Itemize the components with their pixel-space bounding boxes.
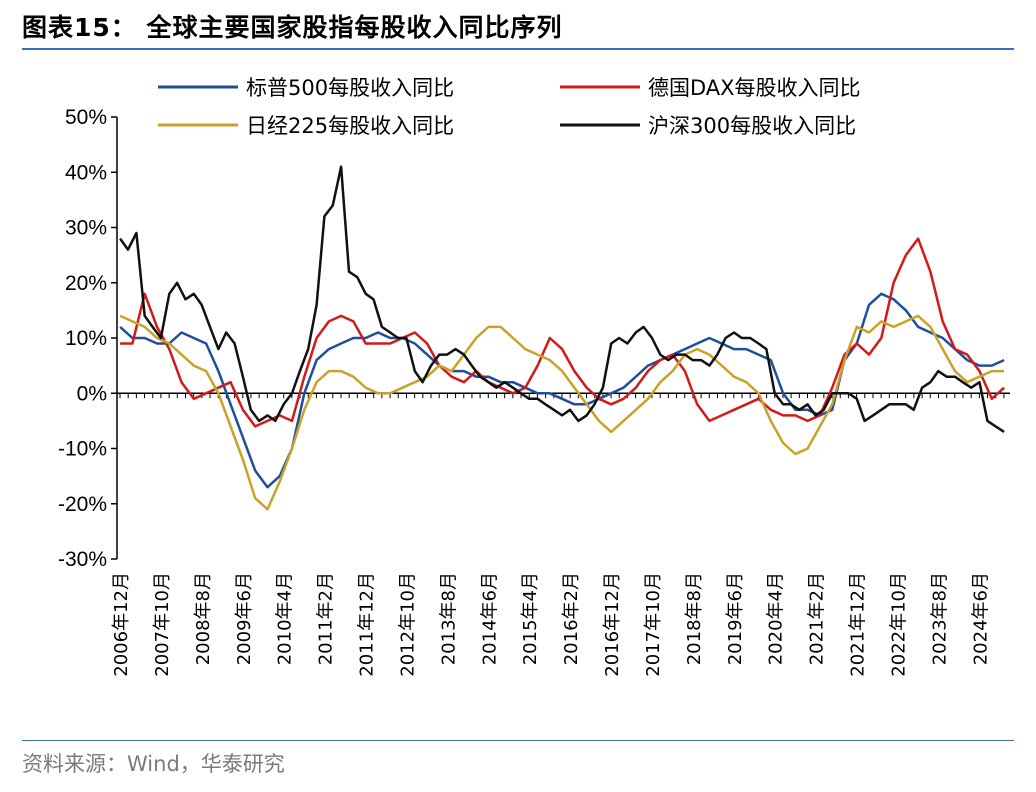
legend-label: 沪深300每股收入同比: [648, 114, 856, 138]
x-tick-label: 2011年2月: [316, 572, 337, 665]
y-tick-label: 40%: [65, 161, 107, 184]
x-tick-label: 2016年2月: [561, 572, 582, 665]
title-rule: [22, 48, 1014, 50]
x-tick-label: 2024年6月: [970, 572, 991, 665]
x-tick-label: 2006年12月: [111, 572, 132, 677]
y-tick-label: 30%: [65, 217, 107, 240]
chart-series-lines: [119, 165, 1005, 511]
y-tick-label: 50%: [65, 106, 107, 129]
x-tick-label: 2009年6月: [234, 572, 255, 665]
legend-label: 德国DAX每股收入同比: [648, 76, 861, 100]
x-tick-label: 2013年8月: [438, 572, 459, 665]
legend-label: 标普500每股收入同比: [246, 76, 454, 100]
series-line-4: [119, 165, 1005, 433]
x-tick-label: 2014年6月: [479, 572, 500, 665]
series-line-2: [120, 237, 1005, 428]
x-tick-label: 2015年4月: [520, 572, 541, 665]
y-tick-label: 10%: [65, 327, 107, 350]
x-tick-label: 2021年2月: [807, 572, 828, 665]
y-tick-label: 0%: [77, 382, 107, 405]
x-tick-label: 2019年6月: [725, 572, 746, 665]
x-tick-label: 2007年10月: [152, 572, 173, 677]
x-tick-label: 2011年12月: [357, 572, 378, 677]
series-line-3: [119, 314, 1005, 511]
x-tick-label: 2008年8月: [193, 572, 214, 665]
chart-title: 图表15： 全球主要国家股指每股收入同比序列: [22, 13, 563, 42]
x-tick-label: 2020年4月: [766, 572, 787, 665]
x-tick-label: 2010年4月: [275, 572, 296, 665]
legend-label: 日经225每股收入同比: [246, 114, 454, 138]
y-tick-label: -30%: [58, 548, 107, 571]
chart-axes: 50% 40% 30% 20% 10% 0% -10% -20% -30%2006年12月 200…: [58, 106, 1010, 677]
y-tick-label: -20%: [58, 493, 107, 516]
x-tick-label: 2023年8月: [929, 572, 950, 665]
x-tick-label: 2018年8月: [684, 572, 705, 665]
y-tick-label: -10%: [58, 438, 107, 461]
x-tick-label: 2022年10月: [889, 572, 910, 677]
x-tick-label: 2016年12月: [602, 572, 623, 677]
x-tick-label: 2017年10月: [643, 572, 664, 677]
source-note: 资料来源：Wind，华泰研究: [22, 752, 285, 776]
series-line-1: [119, 292, 1005, 489]
x-tick-label: 2012年10月: [397, 572, 418, 677]
footer-rule: [22, 740, 1014, 741]
y-tick-label: 20%: [65, 272, 107, 295]
x-tick-label: 2021年12月: [848, 572, 869, 677]
